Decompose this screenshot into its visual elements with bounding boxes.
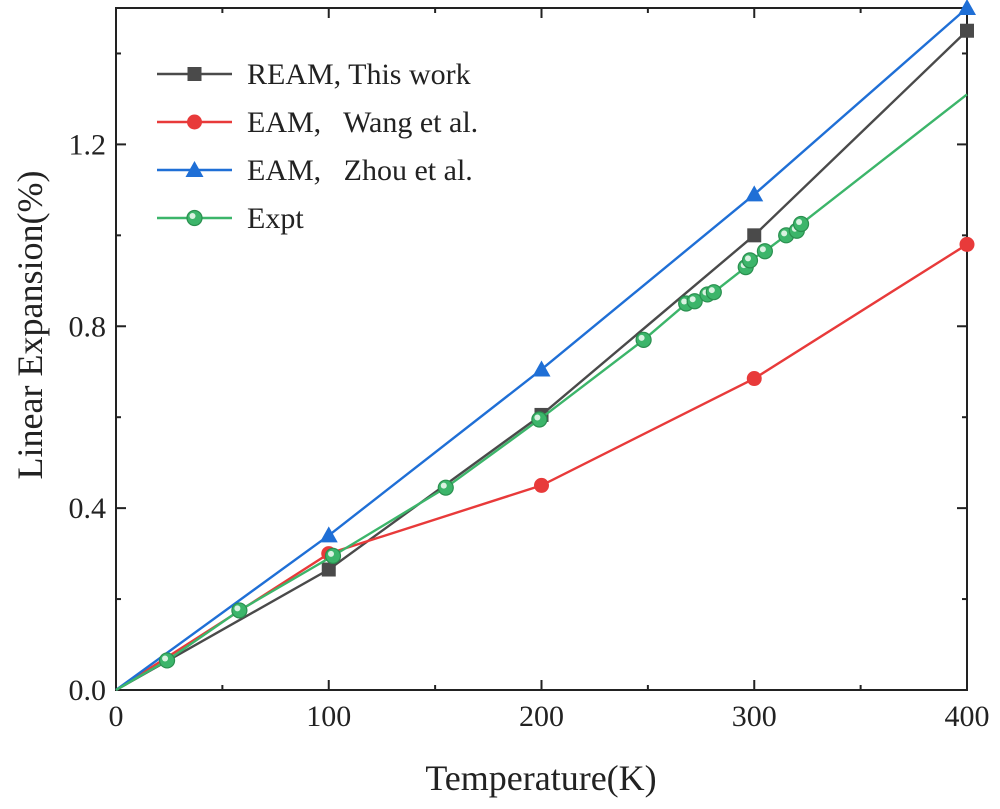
plot-border bbox=[115, 7, 968, 691]
legend-label: EAM, Wang et al. bbox=[247, 106, 478, 139]
legend-entry: Expt bbox=[157, 202, 304, 235]
data-point bbox=[741, 252, 759, 269]
data-point bbox=[705, 284, 722, 301]
legend-entry: EAM, Wang et al. bbox=[157, 106, 478, 139]
data-point bbox=[534, 477, 549, 493]
y-tick-label: 0.4 bbox=[69, 492, 107, 525]
series-2 bbox=[115, 0, 976, 691]
data-point bbox=[319, 526, 338, 543]
data-point bbox=[532, 360, 551, 377]
series-3 bbox=[115, 93, 968, 692]
x-axis-title: Temperature(K) bbox=[425, 758, 656, 798]
series-layer bbox=[115, 0, 976, 692]
data-point bbox=[531, 411, 548, 428]
x-tick-label: 400 bbox=[945, 700, 990, 733]
legend-label: REAM, This work bbox=[247, 58, 471, 91]
axis-tick-labels: 0 100 200 300 400 0.0 0.4 0.8 1.2 bbox=[69, 128, 990, 733]
legend: REAM, This work EAM, Wang et al. EAM, Zhou… bbox=[157, 58, 478, 235]
data-point bbox=[321, 562, 336, 577]
legend-marker bbox=[186, 209, 203, 227]
data-point bbox=[959, 236, 975, 252]
legend-label: Expt bbox=[247, 202, 304, 235]
data-point bbox=[958, 0, 976, 15]
legend-marker bbox=[185, 161, 204, 177]
plot-frame bbox=[115, 7, 968, 691]
legend-label: EAM, Zhou et al. bbox=[247, 154, 473, 187]
legend-entry: EAM, Zhou et al. bbox=[157, 154, 473, 187]
data-point bbox=[745, 185, 764, 202]
series-0 bbox=[115, 23, 974, 692]
legend-marker bbox=[187, 114, 202, 130]
series-line bbox=[115, 29, 968, 692]
x-tick-label: 100 bbox=[306, 700, 351, 733]
data-point bbox=[746, 371, 762, 387]
axis-ticks bbox=[115, 8, 968, 691]
data-point bbox=[324, 547, 342, 564]
y-tick-label: 1.2 bbox=[69, 128, 107, 161]
data-point bbox=[635, 331, 652, 349]
x-tick-label: 0 bbox=[109, 700, 124, 733]
series-1 bbox=[115, 236, 975, 692]
data-point bbox=[686, 293, 703, 310]
legend-marker bbox=[187, 67, 202, 81]
data-point bbox=[158, 652, 176, 669]
data-point bbox=[792, 215, 810, 233]
series-line bbox=[115, 7, 968, 691]
x-tick-label: 200 bbox=[519, 700, 564, 733]
legend-entry: REAM, This work bbox=[157, 58, 471, 91]
y-tick-label: 0.8 bbox=[69, 310, 107, 343]
data-point bbox=[756, 243, 773, 260]
y-tick-label: 0.0 bbox=[69, 674, 107, 707]
y-axis-title: Linear Expansion(%) bbox=[10, 171, 50, 480]
series-line bbox=[115, 93, 968, 692]
x-tick-label: 300 bbox=[732, 700, 777, 733]
series-line bbox=[115, 243, 968, 692]
data-point bbox=[747, 228, 762, 243]
data-point bbox=[960, 23, 974, 38]
data-point bbox=[437, 479, 454, 496]
data-point bbox=[231, 602, 248, 619]
